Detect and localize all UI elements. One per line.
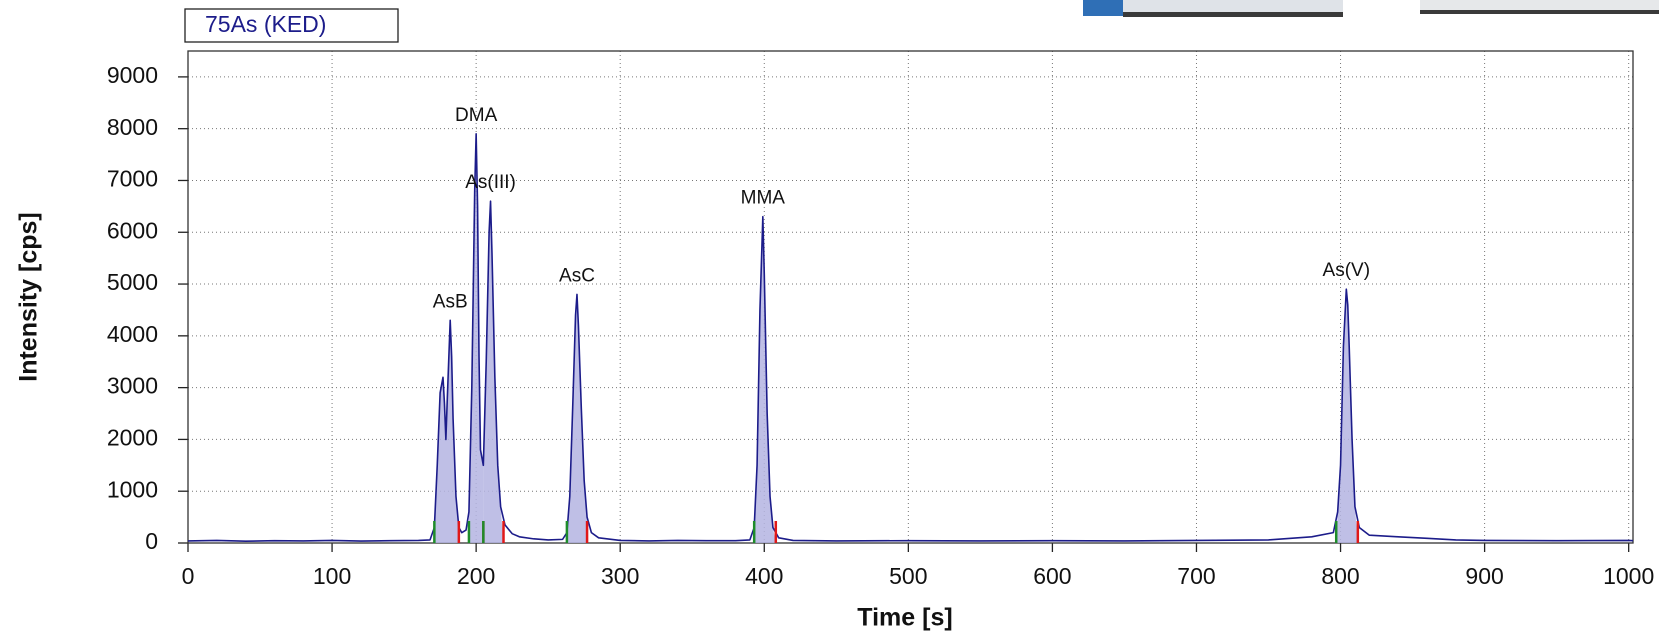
legend-box [184, 8, 399, 43]
peak-label: As(III) [465, 172, 516, 193]
peak-label: MMA [741, 188, 786, 209]
x-tick-label: 1000 [1603, 563, 1654, 589]
image-fragment [1420, 0, 1659, 12]
peak-apex [1345, 288, 1347, 290]
y-tick-label: 8000 [107, 114, 158, 140]
chromatogram-line [187, 133, 1634, 542]
x-axis-title: Time [s] [857, 604, 952, 632]
peak-apex [475, 133, 477, 135]
y-tick-label: 5000 [107, 269, 158, 295]
y-tick-label: 3000 [107, 373, 158, 399]
x-tick-label: 800 [1321, 563, 1359, 589]
x-tick-label: 600 [1033, 563, 1071, 589]
image-fragment [1083, 0, 1343, 14]
peak-area [1336, 289, 1358, 543]
plot-frame [187, 50, 1634, 544]
x-tick-label: 200 [457, 563, 495, 589]
y-tick-label: 2000 [107, 424, 158, 450]
peak-area [468, 133, 484, 543]
x-tick-label: 400 [745, 563, 783, 589]
y-tick-label: 4000 [107, 321, 158, 347]
y-axis-title: Intensity [cps] [15, 212, 43, 381]
peak-label: As(V) [1323, 260, 1371, 281]
x-tick-label: 900 [1465, 563, 1503, 589]
peak-label: AsB [433, 291, 468, 312]
y-tick-label: 1000 [107, 476, 158, 502]
y-tick-label: 0 [145, 528, 158, 554]
peak-apex [576, 293, 578, 295]
peak-apex [762, 216, 764, 218]
y-tick-label: 7000 [107, 166, 158, 192]
peak-label: AsC [559, 265, 595, 286]
x-tick-label: 100 [313, 563, 351, 589]
peak-area [754, 216, 776, 543]
y-tick-label: 9000 [107, 62, 158, 88]
x-tick-label: 500 [889, 563, 927, 589]
x-tick-label: 700 [1177, 563, 1215, 589]
x-tick-label: 0 [182, 563, 195, 589]
image-fragment [1420, 10, 1659, 14]
image-fragment [1123, 12, 1343, 17]
peak-apex [490, 200, 492, 202]
peak-area [566, 294, 588, 543]
peak-apex [449, 319, 451, 321]
x-tick-label: 300 [601, 563, 639, 589]
y-tick-label: 6000 [107, 217, 158, 243]
legend-label: 75As (KED) [205, 11, 326, 37]
instrument-image [1083, 0, 1659, 17]
peak-label: DMA [455, 105, 498, 126]
image-fragment [1083, 0, 1123, 16]
